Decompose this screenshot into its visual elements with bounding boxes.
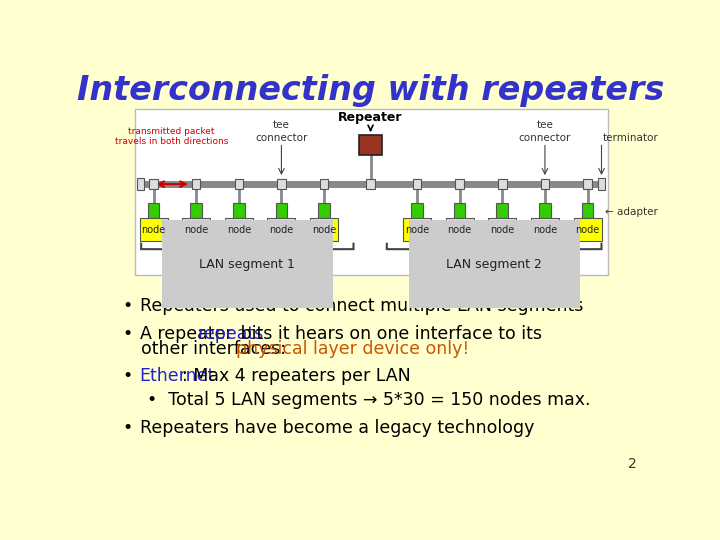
FancyBboxPatch shape (140, 218, 168, 241)
FancyBboxPatch shape (574, 218, 601, 241)
Text: •: • (122, 325, 132, 343)
FancyBboxPatch shape (446, 218, 474, 241)
Text: tee
connector: tee connector (255, 120, 307, 143)
Text: Repeaters have become a legacy technology: Repeaters have become a legacy technolog… (140, 419, 534, 437)
FancyBboxPatch shape (182, 218, 210, 241)
FancyBboxPatch shape (318, 202, 330, 218)
Text: A repeater: A repeater (140, 325, 238, 343)
FancyBboxPatch shape (235, 179, 243, 189)
FancyBboxPatch shape (403, 218, 431, 241)
Text: bits it hears on one interface to its: bits it hears on one interface to its (235, 325, 541, 343)
FancyBboxPatch shape (539, 202, 551, 218)
FancyBboxPatch shape (190, 202, 202, 218)
Text: node: node (312, 225, 336, 234)
Text: 2: 2 (629, 457, 637, 471)
FancyBboxPatch shape (225, 218, 253, 241)
Text: LAN segment 2: LAN segment 2 (446, 258, 542, 271)
FancyBboxPatch shape (137, 178, 144, 190)
Text: terminator: terminator (603, 132, 659, 143)
FancyBboxPatch shape (497, 202, 508, 218)
FancyBboxPatch shape (310, 218, 338, 241)
Text: node: node (533, 225, 557, 234)
Text: node: node (448, 225, 472, 234)
Text: node: node (227, 225, 251, 234)
Text: •: • (122, 419, 132, 437)
FancyBboxPatch shape (233, 202, 245, 218)
FancyBboxPatch shape (135, 110, 608, 275)
FancyBboxPatch shape (276, 202, 287, 218)
FancyBboxPatch shape (498, 179, 507, 189)
FancyBboxPatch shape (148, 202, 159, 218)
Text: •: • (122, 298, 132, 315)
FancyBboxPatch shape (456, 179, 464, 189)
Text: Repeaters used to connect multiple LAN segments: Repeaters used to connect multiple LAN s… (140, 298, 583, 315)
FancyBboxPatch shape (413, 179, 421, 189)
FancyBboxPatch shape (583, 179, 592, 189)
FancyBboxPatch shape (488, 218, 516, 241)
Text: travels in both directions: travels in both directions (114, 137, 228, 146)
Text: LAN segment 1: LAN segment 1 (199, 258, 295, 271)
Text: •: • (122, 367, 132, 384)
Text: Interconnecting with repeaters: Interconnecting with repeaters (77, 75, 665, 107)
Text: node: node (490, 225, 514, 234)
FancyBboxPatch shape (531, 218, 559, 241)
Text: •  Total 5 LAN segments → 5*30 = 150 nodes max.: • Total 5 LAN segments → 5*30 = 150 node… (148, 392, 591, 409)
Text: node: node (269, 225, 294, 234)
Text: Ethernet: Ethernet (140, 367, 215, 384)
Text: physical layer device only!: physical layer device only! (236, 340, 469, 359)
FancyBboxPatch shape (598, 178, 605, 190)
FancyBboxPatch shape (359, 135, 382, 155)
Text: transmitted packet: transmitted packet (128, 127, 215, 137)
FancyBboxPatch shape (411, 202, 423, 218)
FancyBboxPatch shape (192, 179, 200, 189)
Text: ← adapter: ← adapter (605, 207, 657, 217)
FancyBboxPatch shape (149, 179, 158, 189)
Text: tee
connector: tee connector (518, 120, 571, 143)
FancyBboxPatch shape (320, 179, 328, 189)
FancyBboxPatch shape (582, 202, 593, 218)
Text: node: node (575, 225, 600, 234)
FancyBboxPatch shape (366, 179, 375, 189)
Text: node: node (184, 225, 208, 234)
FancyBboxPatch shape (277, 179, 286, 189)
FancyBboxPatch shape (541, 179, 549, 189)
FancyBboxPatch shape (267, 218, 295, 241)
Text: node: node (141, 225, 166, 234)
Text: other interfaces:: other interfaces: (141, 340, 292, 359)
Text: node: node (405, 225, 429, 234)
Text: repeats: repeats (198, 325, 264, 343)
Text: Repeater: Repeater (338, 111, 402, 131)
FancyBboxPatch shape (454, 202, 466, 218)
Text: : Max 4 repeaters per LAN: : Max 4 repeaters per LAN (182, 367, 410, 384)
